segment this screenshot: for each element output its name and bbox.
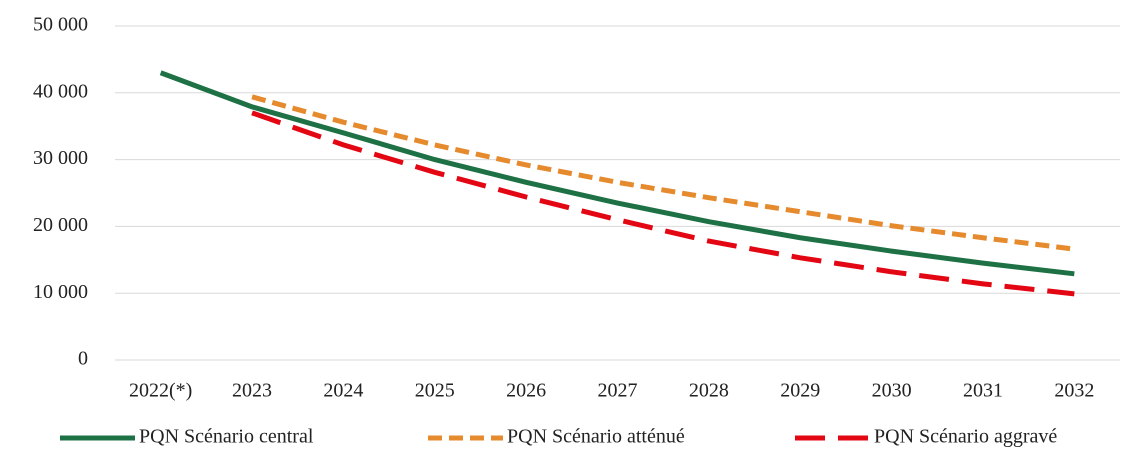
x-tick-label: 2024 — [323, 380, 363, 402]
y-tick-label: 50 000 — [33, 14, 88, 36]
legend-label: PQN Scénario central — [139, 426, 314, 448]
x-tick-label: 2026 — [506, 380, 546, 402]
legend-label: PQN Scénario aggravé — [874, 426, 1057, 448]
legend-label: PQN Scénario atténué — [507, 426, 685, 448]
x-tick-label: 2029 — [780, 380, 820, 402]
y-tick-label: 10 000 — [33, 281, 88, 303]
series-line — [159, 70, 1075, 277]
x-tick-label: 2028 — [689, 380, 729, 402]
x-tick-label: 2027 — [598, 380, 638, 402]
x-tick-label: 2032 — [1054, 380, 1094, 402]
y-tick-label: 20 000 — [33, 214, 88, 236]
x-tick-label: 2023 — [232, 380, 272, 402]
x-tick-label: 2025 — [415, 380, 455, 402]
x-tick-label: 2031 — [963, 380, 1003, 402]
x-tick-label: 2030 — [872, 380, 912, 402]
y-tick-label: 30 000 — [33, 147, 88, 169]
series-line — [251, 110, 1075, 297]
y-tick-label: 0 — [78, 348, 88, 370]
x-tick-label: 2022(*) — [129, 380, 192, 402]
series-line — [251, 94, 1075, 252]
y-tick-label: 40 000 — [33, 80, 88, 102]
